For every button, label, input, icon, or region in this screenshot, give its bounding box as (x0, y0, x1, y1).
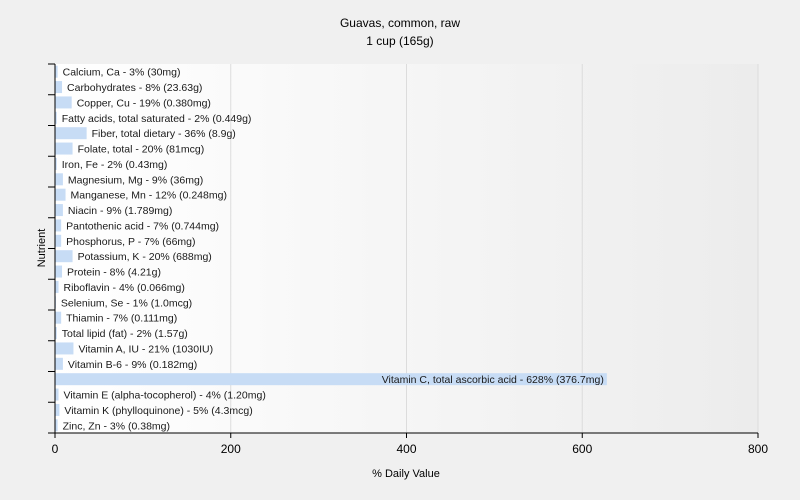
bar (55, 81, 63, 94)
bar (55, 204, 63, 217)
bar-label: Copper, Cu - 19% (0.380mg) (77, 97, 211, 109)
bar-label: Magnesium, Mg - 9% (36mg) (68, 174, 203, 186)
bar-label: Total lipid (fat) - 2% (1.57g) (62, 328, 188, 340)
bar (55, 65, 58, 78)
bar-label: Niacin - 9% (1.789mg) (68, 205, 172, 217)
gridlines (230, 64, 759, 433)
chart-title: Guavas, common, raw (340, 16, 460, 30)
x-ticks: 0 200 400 600 800 (52, 433, 768, 456)
bar-label: Selenium, Se - 1% (1.0mcg) (61, 297, 192, 309)
bar (55, 142, 73, 155)
bar-label: Vitamin B-6 - 9% (0.182mg) (68, 359, 197, 371)
bar-label: Vitamin C, total ascorbic acid - 628% (3… (382, 374, 604, 386)
bar (55, 234, 62, 247)
x-tick-label: 0 (52, 442, 59, 456)
x-tick-label: 400 (396, 442, 416, 456)
bar (55, 373, 607, 386)
bar-label: Calcium, Ca - 3% (30mg) (63, 67, 181, 79)
y-axis-title: Nutrient (36, 229, 48, 268)
bar-label: Manganese, Mn - 12% (0.248mg) (71, 190, 227, 202)
bar-label: Vitamin A, IU - 21% (1030IU) (78, 343, 213, 355)
x-tick-label: 800 (748, 442, 768, 456)
bar-label: Potassium, K - 20% (688mg) (78, 251, 212, 263)
bar-label: Protein - 8% (4.21g) (67, 267, 161, 279)
bar (55, 96, 72, 109)
chart-subtitle: 1 cup (165g) (366, 34, 433, 48)
bar (55, 173, 63, 186)
bar-labels: Calcium, Ca - 3% (30mg) Carbohydrates - 8… (61, 67, 604, 433)
bar (55, 127, 87, 140)
bar-label: Phosphorus, P - 7% (66mg) (66, 236, 195, 248)
bar (55, 280, 59, 293)
bar-label: Pantothenic acid - 7% (0.744mg) (66, 220, 219, 232)
bar-label: Zinc, Zn - 3% (0.38mg) (63, 420, 170, 432)
bar (55, 188, 66, 201)
bar-label: Riboflavin - 4% (0.066mg) (64, 282, 185, 294)
x-axis-title: % Daily Value (372, 468, 440, 480)
bar (55, 311, 62, 324)
bar (55, 219, 62, 232)
bar (55, 111, 57, 124)
bar-label: Iron, Fe - 2% (0.43mg) (62, 159, 168, 171)
bar (55, 250, 73, 263)
bar (55, 403, 60, 416)
bar (55, 327, 57, 340)
x-tick-label: 200 (221, 442, 241, 456)
bar (55, 388, 59, 401)
bar-label: Vitamin K (phylloquinone) - 5% (4.3mcg) (64, 405, 252, 417)
bar-label: Carbohydrates - 8% (23.63g) (67, 82, 202, 94)
bar-label: Fiber, total dietary - 36% (8.9g) (92, 128, 236, 140)
bar-label: Vitamin E (alpha-tocopherol) - 4% (1.20m… (64, 390, 266, 402)
bar (55, 157, 57, 170)
bar-label: Thiamin - 7% (0.111mg) (66, 313, 177, 325)
x-tick-label: 600 (572, 442, 592, 456)
bars (55, 65, 607, 432)
bar (55, 357, 63, 370)
bar (55, 265, 63, 278)
bar (55, 419, 58, 432)
bar (55, 342, 74, 355)
bar-label: Fatty acids, total saturated - 2% (0.449… (62, 113, 252, 125)
bar-label: Folate, total - 20% (81mcg) (78, 144, 205, 156)
